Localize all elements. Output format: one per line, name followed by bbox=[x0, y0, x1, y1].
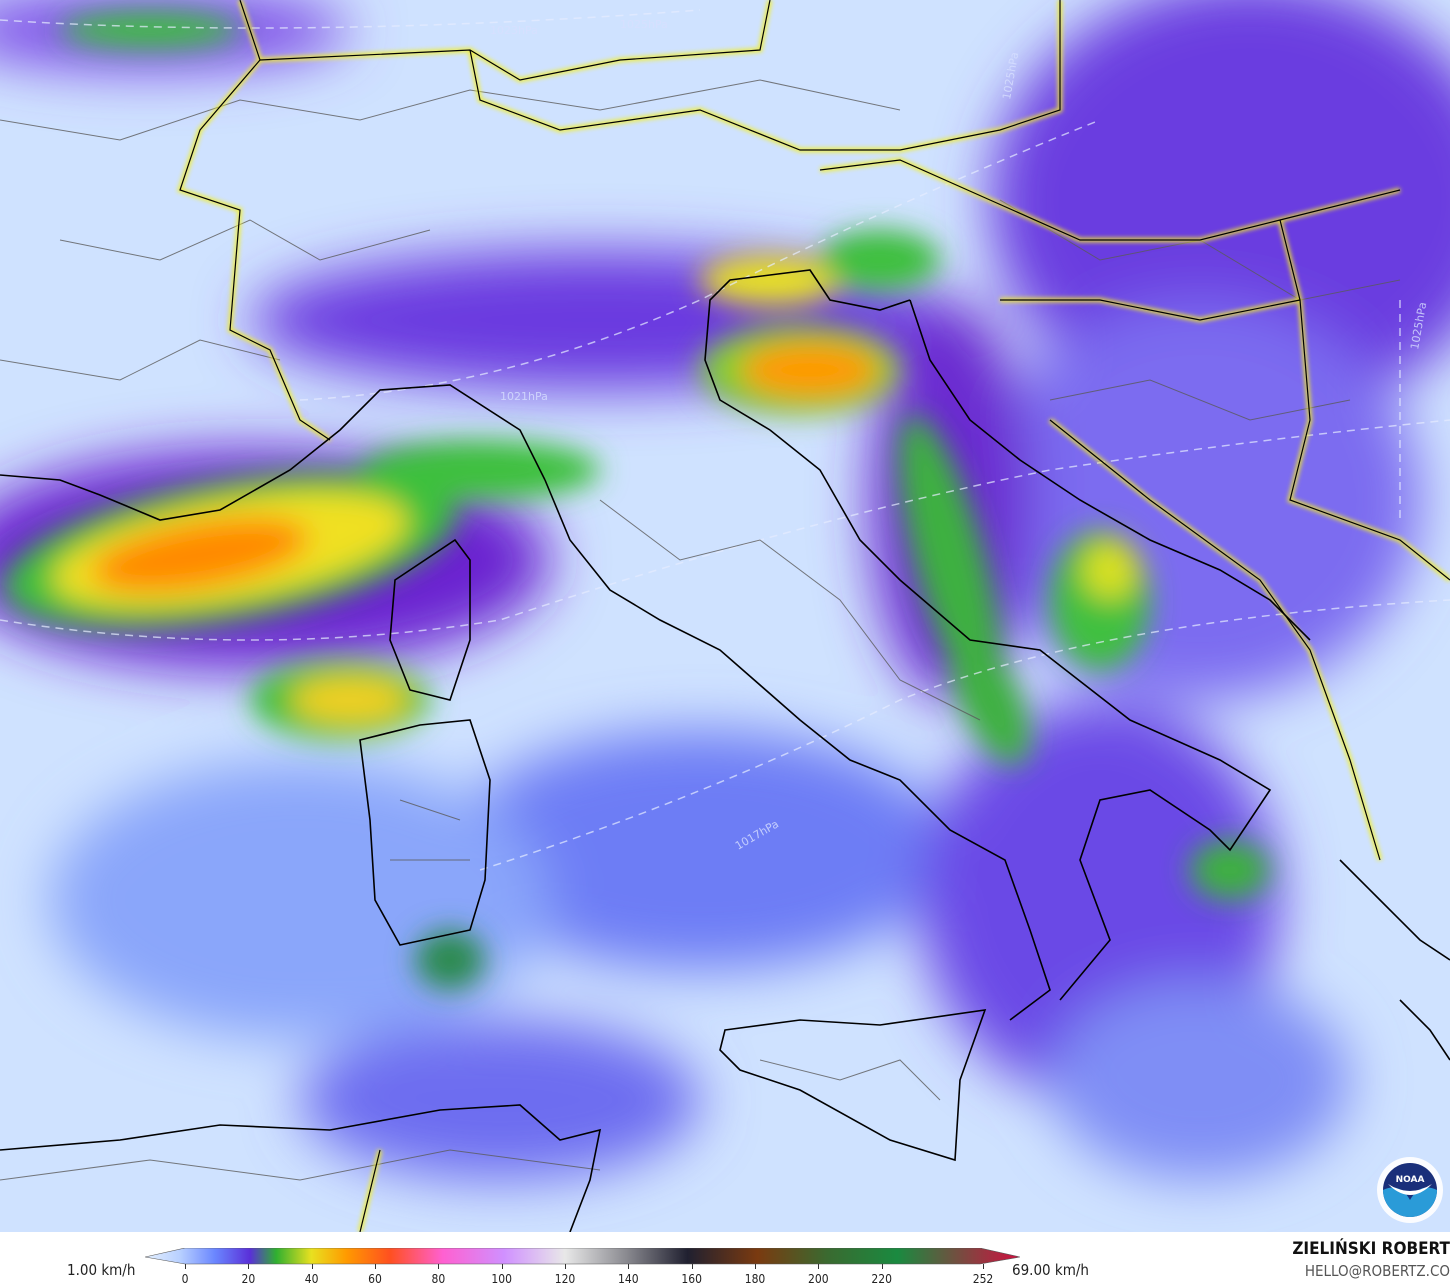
wind-jets bbox=[3, 12, 1270, 990]
legend-tick-label: 220 bbox=[871, 1272, 892, 1286]
legend-tick-label: 120 bbox=[554, 1272, 576, 1286]
color-scale-bar bbox=[145, 1248, 1020, 1265]
legend-tick-label: 60 bbox=[368, 1272, 382, 1286]
legend-tick-label: 80 bbox=[431, 1272, 446, 1286]
legend-tick-mark bbox=[818, 1264, 820, 1269]
legend-tick-label: 180 bbox=[744, 1272, 766, 1286]
legend-tick-mark bbox=[628, 1264, 630, 1269]
legend-tick-mark bbox=[565, 1264, 566, 1269]
admin-boundaries bbox=[0, 79, 1401, 1181]
coast-greece bbox=[1339, 859, 1450, 1061]
legend-tick-label: 40 bbox=[304, 1272, 319, 1286]
author-credit: ZIELIŃSKI ROBERT bbox=[1292, 1239, 1450, 1259]
legend-footer: 1.00 km/h bbox=[0, 1232, 1450, 1287]
legend-tick-label: 160 bbox=[681, 1272, 702, 1286]
legend-tick-label: 200 bbox=[808, 1272, 829, 1286]
coast-italy bbox=[544, 269, 1272, 1021]
legend-tick-label: 100 bbox=[491, 1272, 512, 1286]
svg-text:1021hPa: 1021hPa bbox=[500, 390, 548, 403]
legend-tick-mark bbox=[691, 1264, 693, 1269]
legend-min-label: 1.00 km/h bbox=[67, 1261, 136, 1279]
legend-tick-mark bbox=[248, 1264, 250, 1269]
legend-tick-label: 252 bbox=[972, 1272, 994, 1286]
coast-croatia bbox=[909, 299, 1311, 641]
coast-sardinia bbox=[359, 719, 491, 946]
svg-text:1025hPa: 1025hPa bbox=[620, 18, 668, 31]
svg-text:1023hPa: 1023hPa bbox=[490, 24, 538, 37]
isobars bbox=[0, 9, 1450, 871]
svg-text:NOAA: NOAA bbox=[1396, 1175, 1425, 1185]
legend-tick-mark bbox=[375, 1264, 376, 1269]
legend-tick-mark bbox=[983, 1264, 984, 1269]
legend-tick-label: 140 bbox=[618, 1272, 639, 1286]
legend-tick-mark bbox=[185, 1264, 186, 1269]
coast-france-liguria bbox=[0, 384, 546, 521]
wind-map: 1023hPa 1025hPa 1025hPa 1021hPa 1017hPa … bbox=[0, 0, 1450, 1232]
coast-north-africa bbox=[0, 1104, 602, 1232]
noaa-logo: NOAA bbox=[1377, 1157, 1443, 1223]
author-email: HELLO@ROBERTZ.CO bbox=[1304, 1262, 1450, 1280]
legend-max-label: 69.00 km/h bbox=[1012, 1261, 1089, 1279]
legend-tick-mark bbox=[881, 1264, 883, 1269]
legend-tick-label: 0 bbox=[181, 1272, 189, 1286]
legend-tick-mark bbox=[755, 1264, 756, 1269]
coast-corsica bbox=[389, 538, 471, 701]
legend-tick-mark bbox=[311, 1264, 313, 1269]
legend-tick-label: 20 bbox=[241, 1272, 256, 1286]
legend-tick-mark bbox=[438, 1264, 440, 1269]
coast-sicily bbox=[719, 1009, 987, 1162]
coastlines bbox=[0, 269, 1450, 1232]
legend-tick-mark bbox=[501, 1264, 503, 1269]
